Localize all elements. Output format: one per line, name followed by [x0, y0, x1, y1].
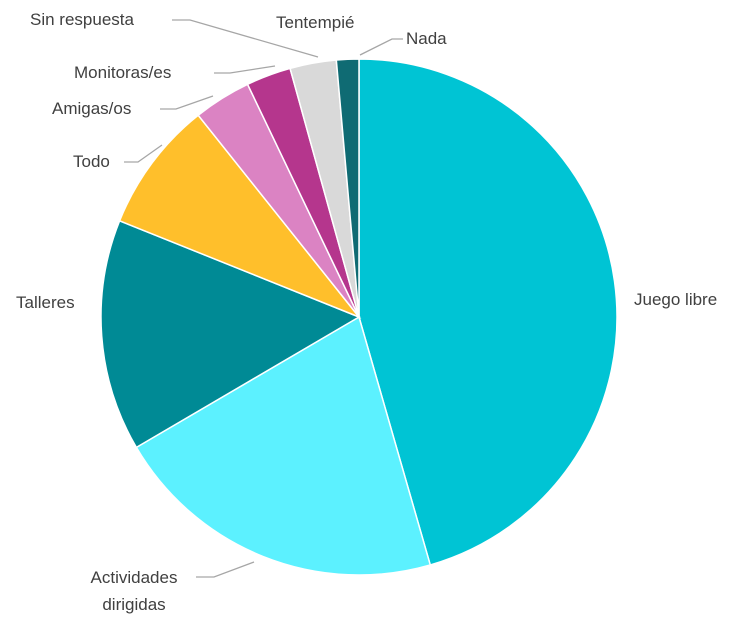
leader-line-amigas-os — [160, 95, 214, 110]
slice-label-nada: Nada — [406, 29, 447, 48]
leader-line-actividades-dirigidas — [196, 561, 255, 578]
slice-label-todo: Todo — [73, 152, 110, 171]
slice-label-talleres: Talleres — [16, 293, 75, 312]
slice-labels: Juego libre Actividades dirigidas Talleres T… — [16, 10, 717, 614]
slice-label-tentempie: Tentempié — [276, 13, 354, 32]
leader-line-sin-respuesta — [172, 19, 319, 58]
slice-label-juego-libre: Juego libre — [634, 290, 717, 309]
slice-label-monitoras-es: Monitoras/es — [74, 63, 171, 82]
slice-juego-libre — [358, 58, 618, 566]
slice-label-amigas-os: Amigas/os — [52, 99, 131, 118]
pie-slices — [100, 58, 618, 576]
leader-line-monitoras-es — [214, 65, 276, 74]
slice-todo — [118, 114, 362, 319]
leader-lines — [124, 19, 403, 578]
slice-actividades-dirigidas — [135, 315, 432, 576]
slice-label-sin-respuesta: Sin respuesta — [30, 10, 134, 29]
slice-label-actividades-dirigidas: Actividades dirigidas — [91, 568, 178, 614]
leader-line-todo — [124, 144, 163, 163]
leader-line-nada — [359, 38, 403, 56]
slice-nada — [335, 58, 360, 318]
slice-talleres — [100, 219, 361, 449]
